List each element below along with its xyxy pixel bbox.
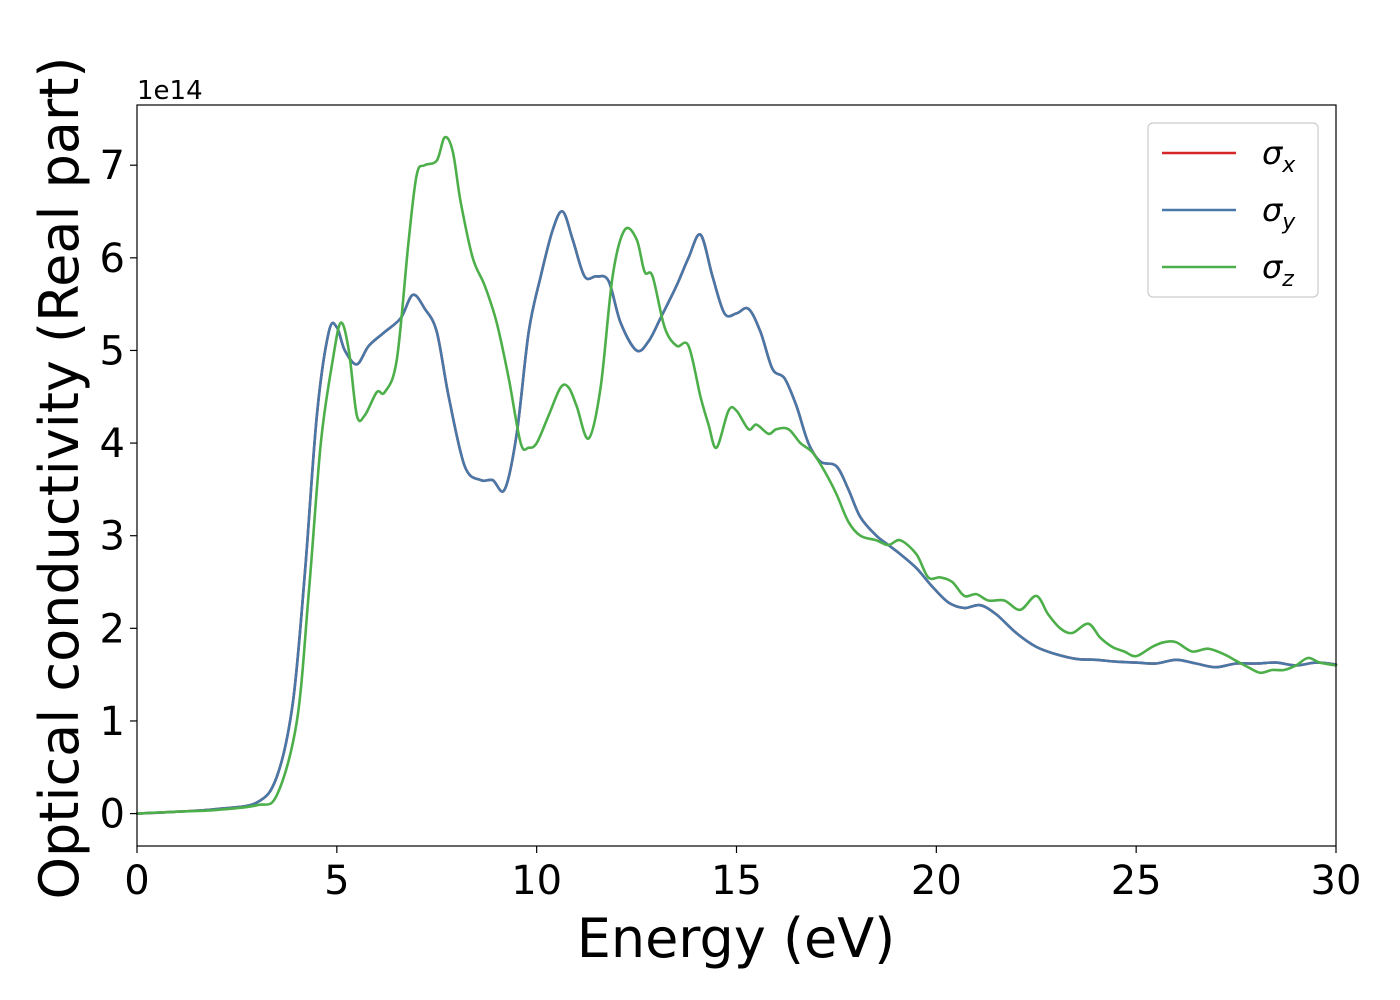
y-tick-label: 7 <box>100 143 125 189</box>
x-tick-label: 5 <box>324 858 349 904</box>
y-offset-label: 1e14 <box>137 76 203 106</box>
y-tick-label: 3 <box>100 514 125 560</box>
y-tick-label: 2 <box>100 606 125 652</box>
x-axis: 0 5 10 15 20 25 30 <box>124 846 1361 904</box>
y-tick-label: 6 <box>100 236 125 282</box>
x-tick-label: 10 <box>511 858 562 904</box>
legend-label-x: σx <box>1262 134 1296 178</box>
x-tick-label: 20 <box>911 858 962 904</box>
x-tick-label: 15 <box>711 858 762 904</box>
y-tick-label: 0 <box>100 792 125 838</box>
y-tick-label: 4 <box>100 421 125 467</box>
y-tick-label: 1 <box>100 699 125 745</box>
series-line-y <box>135 210 1338 815</box>
series-lines <box>135 135 1338 815</box>
y-axis: 0 1 2 3 4 5 6 7 <box>100 143 137 838</box>
x-tick-label: 0 <box>124 858 149 904</box>
x-tick-label: 25 <box>1111 858 1162 904</box>
x-tick-label: 30 <box>1311 858 1362 904</box>
legend: σx σy σz <box>1147 122 1319 298</box>
x-axis-title: Energy (eV) <box>577 907 896 970</box>
series-line-z <box>135 135 1338 815</box>
legend-label-y: σy <box>1262 191 1296 235</box>
y-tick-label: 5 <box>100 328 125 374</box>
y-axis-title: Optical conductivity (Real part) <box>28 57 91 900</box>
plot-area <box>137 105 1336 846</box>
legend-label-z: σz <box>1262 248 1294 292</box>
